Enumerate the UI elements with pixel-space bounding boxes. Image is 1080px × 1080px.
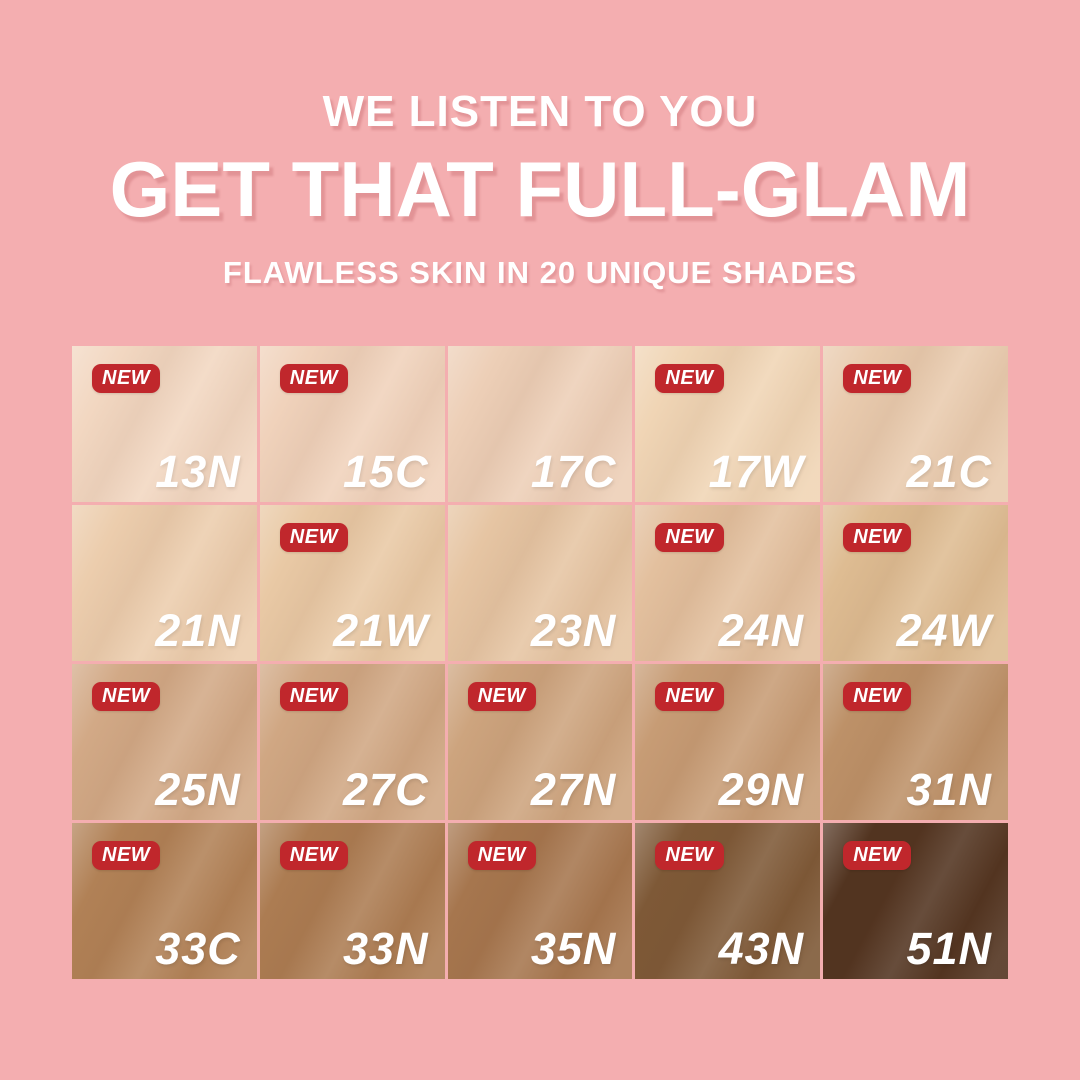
- new-badge: NEW: [92, 682, 161, 711]
- new-badge: NEW: [279, 841, 348, 870]
- shade-label: 17W: [708, 446, 805, 497]
- shade-label: 29N: [718, 764, 805, 815]
- shade-swatch: NEW 35N: [447, 823, 633, 979]
- shade-swatch: NEW 21C: [823, 346, 1008, 502]
- headline-sub: FLAWLESS SKIN IN 20 UNIQUE SHADES: [222, 255, 858, 291]
- shade-label: 17C: [530, 446, 617, 497]
- shade-label: 25N: [155, 764, 241, 815]
- shade-label: 24N: [718, 605, 805, 656]
- shade-swatch: NEW 31N: [823, 664, 1008, 820]
- shade-label: 51N: [906, 923, 992, 974]
- shade-swatch: NEW 29N: [635, 664, 821, 820]
- header: WE LISTEN TO YOU GET THAT FULL-GLAM FLAW…: [0, 0, 1080, 290]
- shade-label: 33C: [155, 923, 241, 974]
- new-badge: NEW: [843, 523, 912, 552]
- shade-label: 27N: [530, 764, 617, 815]
- shade-swatch: NEW 13N: [72, 346, 257, 502]
- shade-swatch: NEW 33C: [72, 823, 257, 979]
- new-badge: NEW: [843, 841, 912, 870]
- shade-label: 43N: [718, 923, 805, 974]
- shade-label: 15C: [343, 446, 429, 497]
- shade-grid: NEW 13N NEW 15C NEW 17C NEW 17W NEW 21C …: [72, 346, 1008, 979]
- new-badge: NEW: [467, 682, 536, 711]
- new-badge: NEW: [279, 682, 348, 711]
- new-badge: NEW: [655, 523, 724, 552]
- shade-swatch: NEW 51N: [823, 823, 1008, 979]
- headline-main: GET THAT FULL-GLAM: [109, 145, 971, 234]
- shade-label: 27C: [343, 764, 429, 815]
- new-badge: NEW: [843, 682, 912, 711]
- shade-swatch: NEW 23N: [447, 505, 633, 661]
- shade-label: 31N: [906, 764, 992, 815]
- shade-swatch: NEW 17W: [635, 346, 821, 502]
- shade-swatch: NEW 27N: [447, 664, 633, 820]
- shade-swatch: NEW 21N: [72, 505, 257, 661]
- shade-label: 21W: [333, 605, 429, 656]
- shade-swatch: NEW 15C: [259, 346, 445, 502]
- shade-label: 24W: [896, 605, 992, 656]
- shade-label: 13N: [155, 446, 241, 497]
- new-badge: NEW: [279, 523, 348, 552]
- shade-swatch: NEW 24W: [823, 505, 1008, 661]
- shade-label: 21C: [906, 446, 992, 497]
- new-badge: NEW: [655, 682, 724, 711]
- new-badge: NEW: [467, 841, 536, 870]
- shade-label: 21N: [155, 605, 241, 656]
- new-badge: NEW: [655, 364, 724, 393]
- shade-label: 35N: [530, 923, 617, 974]
- new-badge: NEW: [279, 364, 348, 393]
- new-badge: NEW: [92, 364, 161, 393]
- shade-swatch: NEW 21W: [259, 505, 445, 661]
- shade-swatch: NEW 27C: [259, 664, 445, 820]
- shade-swatch: NEW 24N: [635, 505, 821, 661]
- shade-label: 23N: [530, 605, 617, 656]
- shade-swatch: NEW 33N: [259, 823, 445, 979]
- shade-swatch: NEW 17C: [447, 346, 633, 502]
- shade-swatch: NEW 25N: [72, 664, 257, 820]
- shade-swatch: NEW 43N: [635, 823, 821, 979]
- new-badge: NEW: [843, 364, 912, 393]
- new-badge: NEW: [655, 841, 724, 870]
- shade-label: 33N: [343, 923, 429, 974]
- new-badge: NEW: [92, 841, 161, 870]
- headline-small: WE LISTEN TO YOU: [322, 87, 758, 136]
